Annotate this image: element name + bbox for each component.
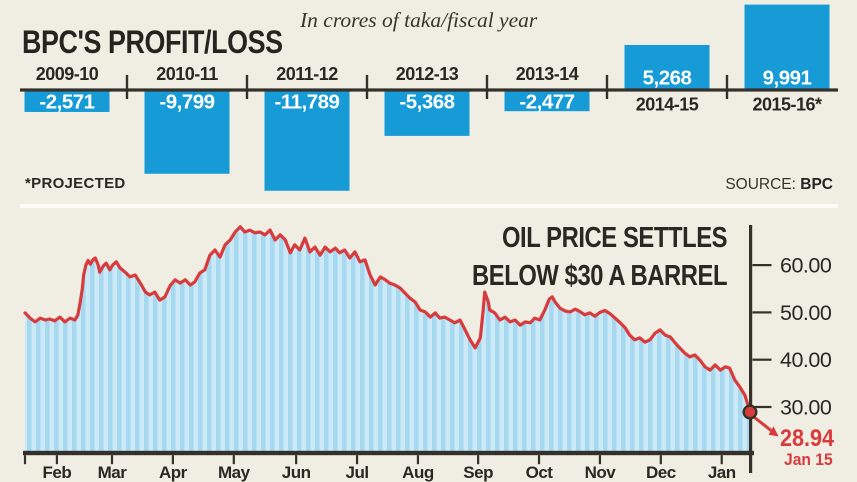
month-label: Sep (463, 463, 493, 482)
x-axis-tick (55, 455, 58, 465)
month-label: May (218, 463, 251, 482)
month-label: Apr (159, 463, 188, 482)
bar-axis-line (20, 88, 838, 92)
profit-loss-bar-chart: 2009-10 -2,571 2010-11 -9,799 2011-12 -11,789… (20, 4, 838, 191)
end-point-dot (742, 404, 758, 420)
source-label: SOURCE: (725, 176, 796, 193)
bar-category-label: 2012-13 (396, 64, 459, 84)
bar-chart-title: BPC'S PROFIT/LOSS (22, 24, 283, 61)
bar-value-label: -11,789 (275, 91, 340, 114)
y-axis-tick (752, 264, 772, 267)
axis-separator-tick (605, 75, 609, 99)
bar-2010-11 (144, 90, 230, 174)
y-axis-tick (752, 311, 772, 314)
annotation-arrow-head (768, 426, 779, 437)
x-axis-tick (537, 455, 541, 465)
bar-value-label: -9,799 (159, 91, 214, 114)
y-axis-tick (752, 358, 772, 361)
x-axis-tick (598, 455, 602, 465)
annotation-arrow-line (753, 415, 774, 434)
x-axis-tick (416, 455, 420, 465)
oil-chart-title: OIL PRICE SETTLES BELOW $30 A BARREL (471, 219, 728, 296)
x-axis-line (23, 450, 754, 456)
section-divider (20, 204, 838, 208)
axis-separator-tick (125, 75, 129, 99)
month-label: Nov (585, 463, 617, 482)
month-label: Feb (43, 463, 72, 482)
bar-value-label: -5,368 (399, 91, 454, 114)
bar-category-label: 2009-10 (36, 64, 99, 84)
month-label: Mar (98, 463, 128, 482)
axis-separator-tick (245, 75, 249, 99)
projected-footnote: *PROJECTED (25, 175, 126, 192)
y-axis-label: 30.00 (780, 396, 832, 420)
axis-separator-tick (725, 75, 729, 99)
month-label: Jan (708, 463, 736, 482)
x-axis-tick (659, 455, 662, 465)
x-axis-tick (295, 455, 298, 465)
month-label: Oct (526, 463, 554, 482)
month-label: Jul (346, 463, 369, 482)
bar-2015-16* (744, 4, 830, 91)
x-axis-tick (355, 455, 359, 465)
x-axis-tick (171, 455, 174, 465)
x-axis-tick (110, 455, 114, 465)
month-label: Jun (282, 463, 311, 482)
y-axis-label: 50.00 (780, 301, 832, 325)
bar-category-label: 2011-12 (276, 64, 338, 84)
x-axis-tick (720, 455, 723, 465)
source-value: BPC (800, 176, 833, 193)
month-label: Dec (646, 463, 676, 482)
oil-price-line (23, 225, 752, 414)
axis-separator-tick (485, 75, 489, 99)
bar-value-label: 5,268 (643, 67, 692, 90)
oil-price-area (25, 226, 750, 452)
bar-2014-15 (624, 44, 710, 90)
oil-chart-title-line1: OIL PRICE SETTLES (501, 222, 728, 254)
oil-price-area-chart: Feb Mar Apr May Jun Jul Aug Sep Oct Nov Dec Jan 60.0… (23, 225, 832, 482)
y-axis-label: 40.00 (780, 348, 832, 372)
axis-separator-tick (365, 75, 369, 99)
bar-chart-subtitle: In crores of taka/fiscal year (300, 8, 538, 32)
bar-value-label: -2,477 (519, 91, 574, 114)
x-axis-tick (232, 455, 235, 465)
x-axis-tick (477, 455, 480, 465)
bar-category-label: 2010-11 (156, 64, 218, 84)
y-axis-label: 60.00 (780, 254, 832, 278)
bar-category-label: 2013-14 (516, 64, 579, 84)
oil-chart-title-line2: BELOW $30 A BARREL (471, 260, 728, 293)
bar-value-label: 9,991 (763, 67, 812, 90)
bar-category-label: 2015-16* (752, 95, 822, 115)
source-credit: SOURCE: BPC (725, 176, 833, 194)
month-label: Aug (402, 463, 434, 482)
bar-category-label: 2014-15 (636, 95, 699, 115)
end-price-label: 28.94 (780, 425, 835, 452)
bar-2011-12 (264, 90, 350, 191)
bar-2009-10 (24, 90, 110, 112)
end-date-label: Jan 15 (784, 450, 833, 469)
y-axis-line (749, 225, 753, 473)
bar-value-label: -2,571 (39, 91, 94, 114)
bar-2012-13 (384, 90, 470, 136)
bar-2013-14 (504, 90, 590, 112)
x-axis-edge-tick (23, 455, 27, 465)
y-axis-tick (752, 405, 772, 409)
